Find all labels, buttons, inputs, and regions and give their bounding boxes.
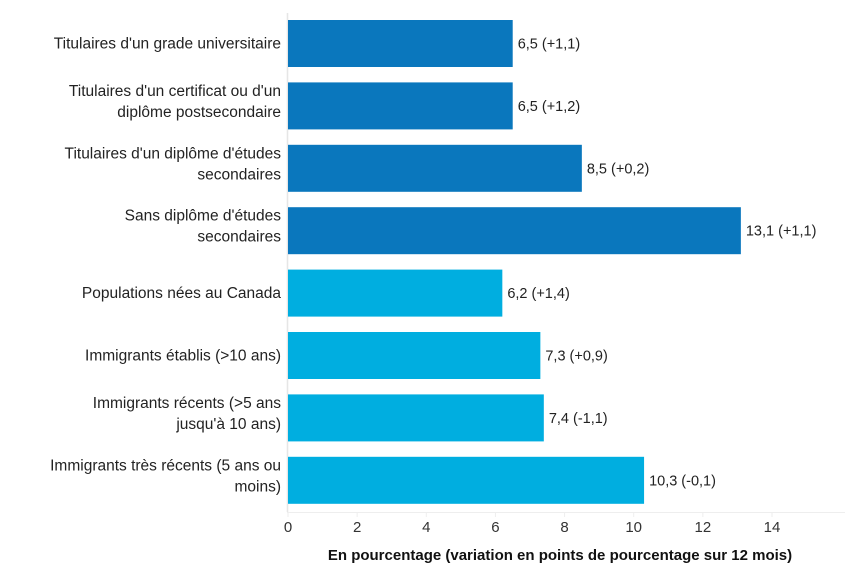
category-label-line: Titulaires d'un diplôme d'études: [65, 145, 282, 162]
x-tick-label: 8: [560, 519, 568, 536]
category-label-line: Immigrants très récents (5 ans ou: [50, 457, 281, 474]
category-label-line: diplôme postsecondaire: [117, 104, 281, 121]
bars: 6,5 (+1,1) Titulaires d'un grade universi…: [50, 20, 816, 504]
category-label-line: Immigrants établis (>10 ans): [85, 348, 281, 365]
bar: [288, 20, 513, 67]
data-label: 7,4 (-1,1): [549, 411, 608, 427]
category-label: Immigrants récents (>5 ans jusqu'à 10 ans…: [93, 395, 281, 433]
data-label: 6,5 (+1,2): [518, 99, 580, 115]
category-label-line: Immigrants récents (>5 ans: [93, 395, 281, 412]
x-tick-label: 6: [491, 519, 499, 536]
category-label-line: moins): [234, 478, 281, 495]
x-tick-label: 12: [694, 519, 711, 536]
category-label: Immigrants très récents (5 ans ou moins): [50, 457, 281, 495]
bar: [288, 82, 513, 130]
data-label: 13,1 (+1,1): [746, 224, 817, 240]
category-label: Titulaires d'un certificat ou d'un diplôm…: [69, 83, 281, 121]
data-label: 10,3 (-0,1): [649, 473, 716, 489]
category-label-line: Populations nées au Canada: [82, 285, 281, 302]
category-label-line: Titulaires d'un grade universitaire: [54, 36, 281, 53]
category-label-line: Titulaires d'un certificat ou d'un: [69, 83, 281, 100]
category-label: Immigrants établis (>10 ans): [85, 348, 281, 365]
data-label: 6,5 (+1,1): [518, 37, 580, 53]
data-label: 8,5 (+0,2): [587, 161, 649, 177]
bar: [288, 332, 541, 379]
category-label: Titulaires d'un grade universitaire: [54, 36, 281, 53]
bar: [288, 456, 645, 504]
category-label-line: jusqu'à 10 ans): [175, 416, 281, 433]
category-label: Sans diplôme d'études secondaires: [125, 208, 282, 246]
category-label: Populations nées au Canada: [82, 285, 281, 302]
x-tick-label: 10: [625, 519, 642, 536]
bar: [288, 144, 582, 192]
category-label-line: Sans diplôme d'études: [125, 208, 282, 225]
x-tick-label: 2: [353, 519, 361, 536]
bar: [288, 394, 544, 442]
x-axis-ticks: 0 2 4 6 8 10 12 14: [284, 512, 780, 536]
x-tick-label: 4: [422, 519, 430, 536]
x-tick-label: 0: [284, 519, 292, 536]
bar: [288, 207, 741, 255]
category-label-line: secondaires: [197, 229, 281, 246]
data-label: 6,2 (+1,4): [507, 286, 569, 302]
category-label-line: secondaires: [197, 166, 281, 183]
x-axis-label: En pourcentage (variation en points de p…: [328, 547, 792, 564]
category-label: Titulaires d'un diplôme d'études secondai…: [65, 145, 282, 183]
bar: [288, 269, 503, 317]
data-label: 7,3 (+0,9): [545, 349, 607, 365]
x-tick-label: 14: [764, 519, 781, 536]
